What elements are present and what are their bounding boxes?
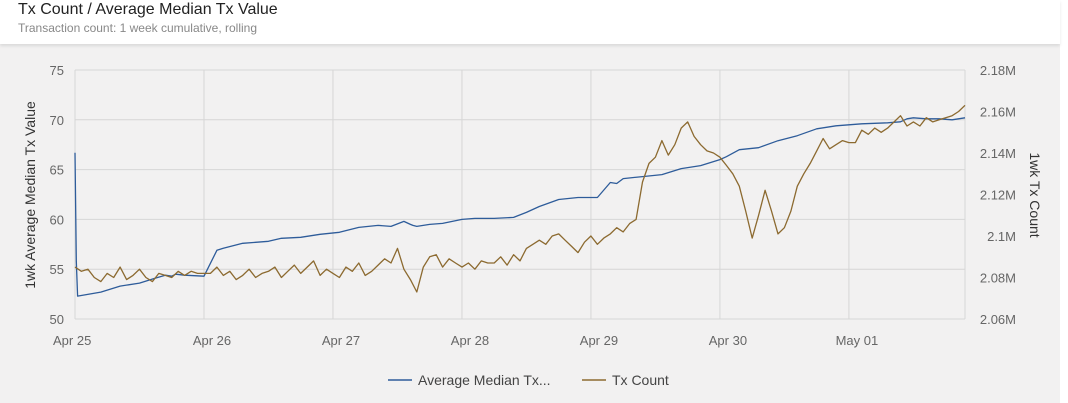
left-axis-title: 1wk Average Median Tx Value bbox=[22, 101, 38, 289]
right-tick-label: 2.08M bbox=[980, 271, 1016, 286]
right-tick-label: 2.1M bbox=[987, 229, 1016, 244]
right-axis-title: 1wk Tx Count bbox=[1027, 152, 1043, 237]
right-tick-label: 2.12M bbox=[980, 188, 1016, 203]
chart-header: Tx Count / Average Median Tx Value Trans… bbox=[0, 0, 1060, 44]
series-line-tx-count bbox=[74, 104, 966, 293]
right-tick-label: 2.14M bbox=[980, 146, 1016, 161]
right-tick-label: 2.18M bbox=[980, 63, 1016, 78]
plot-background bbox=[0, 44, 1060, 403]
left-tick-label: 50 bbox=[50, 312, 64, 327]
left-tick-label: 70 bbox=[50, 113, 64, 128]
left-tick-label: 55 bbox=[50, 262, 64, 277]
x-tick-label: Apr 27 bbox=[322, 333, 360, 348]
x-tick-label: May 01 bbox=[836, 333, 879, 348]
right-tick-label: 2.16M bbox=[980, 105, 1016, 120]
x-tick-label: Apr 28 bbox=[451, 333, 489, 348]
x-tick-label: Apr 26 bbox=[193, 333, 231, 348]
left-tick-label: 75 bbox=[50, 63, 64, 78]
right-tick-label: 2.06M bbox=[980, 312, 1016, 327]
left-tick-label: 65 bbox=[50, 163, 64, 178]
legend-label-avg-median: Average Median Tx... bbox=[418, 372, 551, 388]
x-tick-label: Apr 25 bbox=[53, 333, 91, 348]
legend-label-tx-count: Tx Count bbox=[612, 372, 669, 388]
series-line-avg-median bbox=[74, 117, 966, 297]
left-tick-label: 60 bbox=[50, 212, 64, 227]
x-tick-label: Apr 30 bbox=[709, 333, 747, 348]
chart-title: Tx Count / Average Median Tx Value bbox=[18, 1, 278, 18]
x-tick-label: Apr 29 bbox=[580, 333, 618, 348]
chart-subtitle: Transaction count: 1 week cumulative, ro… bbox=[18, 21, 258, 35]
